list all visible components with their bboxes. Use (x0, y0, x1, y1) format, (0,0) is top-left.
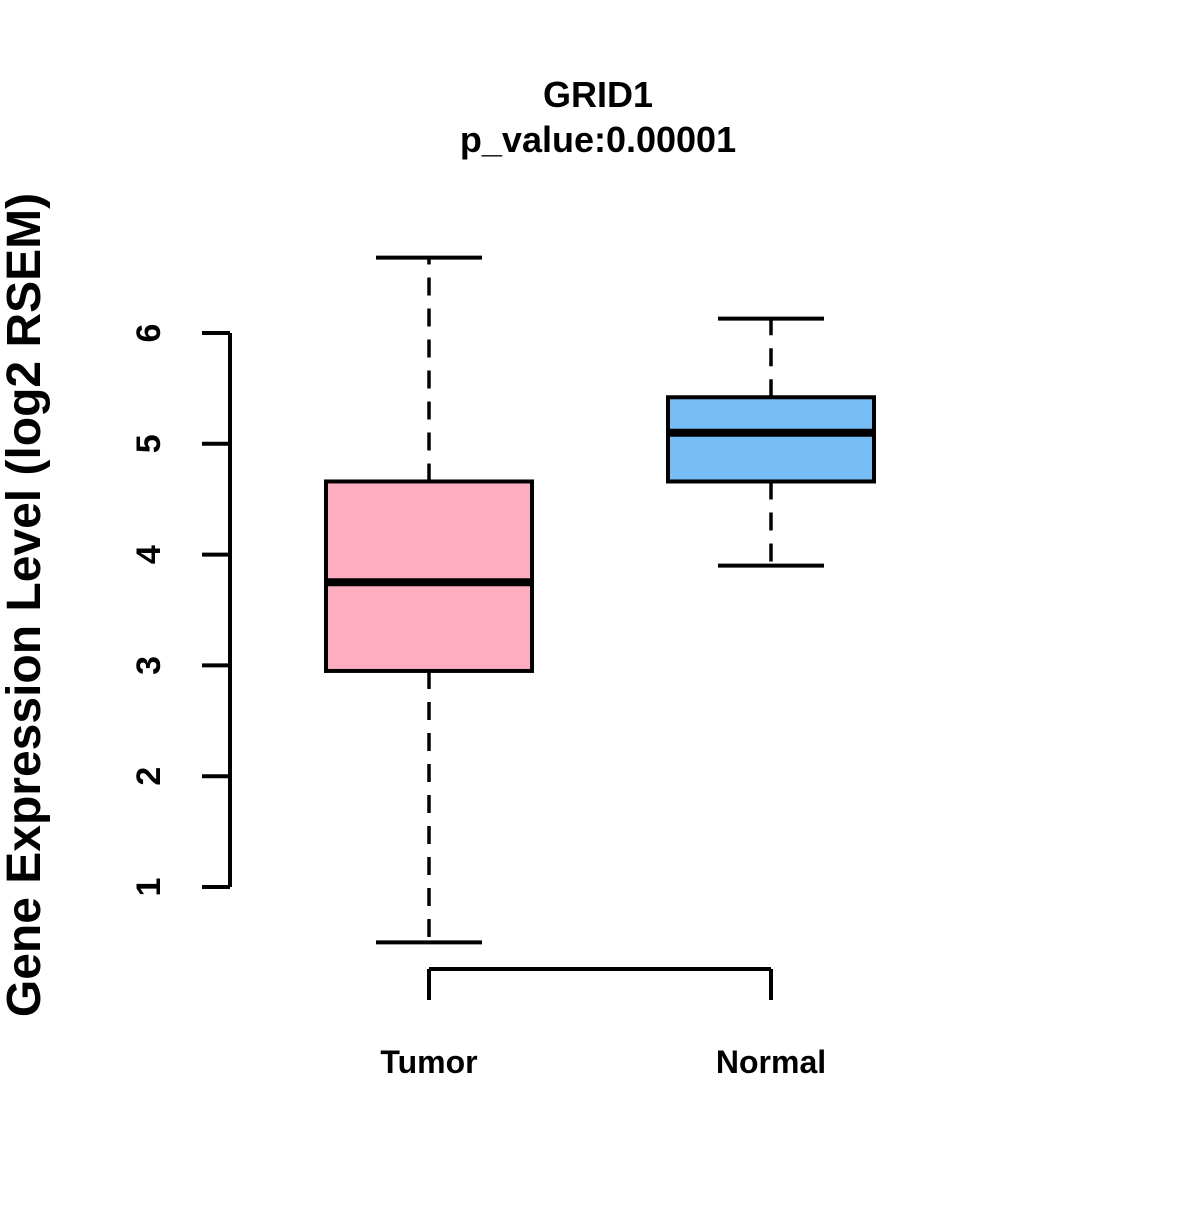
tumor-boxplot (324, 255, 534, 945)
chart-subtitle-pvalue: p_value:0.00001 (460, 119, 736, 160)
y-axis-tick-label: 6 (130, 324, 168, 343)
chart-title: GRID1 (543, 74, 653, 115)
y-axis-tick-label: 5 (130, 434, 168, 453)
y-axis-tick-label: 2 (130, 767, 168, 786)
y-axis-tick-label: 3 (130, 656, 168, 675)
tumor-box (324, 479, 534, 673)
y-axis-label: Gene Expression Level (log2 RSEM) (0, 193, 51, 1017)
boxplot-series (324, 255, 876, 945)
y-axis: 1 2 3 4 5 6 (130, 324, 232, 897)
y-axis-tick-label: 1 (130, 878, 168, 897)
normal-boxplot (666, 316, 876, 568)
normal-box (666, 395, 876, 484)
x-axis (427, 967, 773, 1000)
category-label-normal: Normal (716, 1044, 826, 1080)
y-axis-tick-label: 4 (130, 545, 168, 564)
category-labels: Tumor Normal (380, 1044, 826, 1080)
category-label-tumor: Tumor (380, 1044, 477, 1080)
